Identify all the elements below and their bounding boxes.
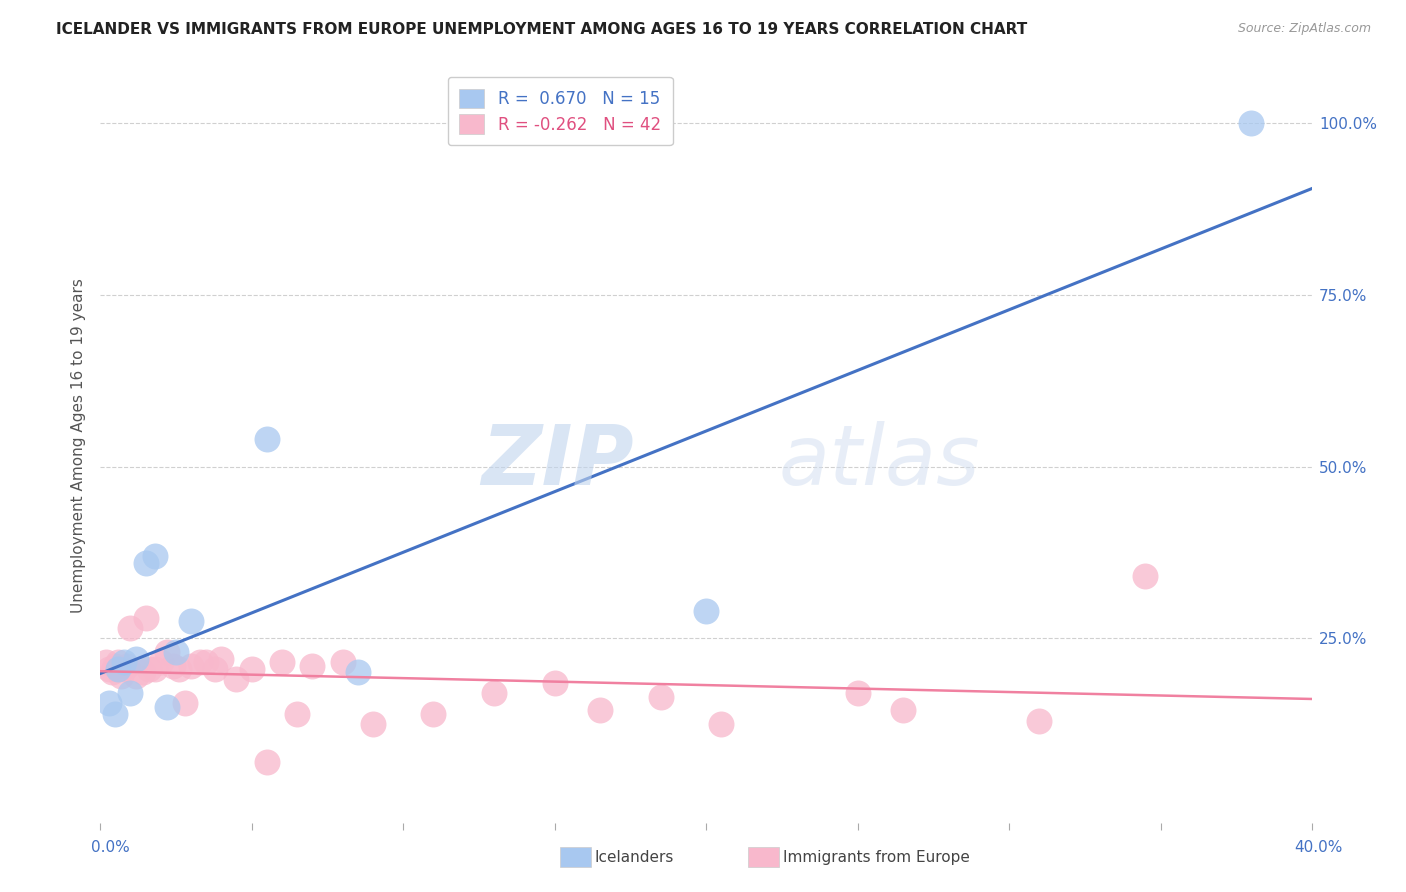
Point	[285, 706, 308, 721]
Point	[135, 610, 157, 624]
Point	[131, 665, 153, 680]
Point	[301, 658, 323, 673]
Text: Icelanders: Icelanders	[595, 850, 673, 864]
Point	[107, 662, 129, 676]
Point	[271, 655, 294, 669]
Point	[104, 658, 127, 673]
Legend: R =  0.670   N = 15, R = -0.262   N = 42: R = 0.670 N = 15, R = -0.262 N = 42	[447, 77, 672, 145]
Point	[135, 556, 157, 570]
Point	[256, 755, 278, 769]
Point	[1135, 569, 1157, 583]
Point	[96, 655, 118, 669]
Point	[225, 673, 247, 687]
Point	[125, 669, 148, 683]
Point	[120, 621, 142, 635]
Point	[112, 662, 135, 676]
Point	[98, 697, 121, 711]
Point	[482, 686, 505, 700]
Point	[107, 655, 129, 669]
Point	[156, 645, 179, 659]
Text: ICELANDER VS IMMIGRANTS FROM EUROPE UNEMPLOYMENT AMONG AGES 16 TO 19 YEARS CORRE: ICELANDER VS IMMIGRANTS FROM EUROPE UNEM…	[56, 22, 1028, 37]
Point	[188, 655, 211, 669]
Point	[143, 662, 166, 676]
Point	[589, 703, 612, 717]
Point	[650, 690, 672, 704]
Point	[174, 697, 197, 711]
Point	[180, 614, 202, 628]
Point	[710, 717, 733, 731]
Point	[165, 645, 187, 659]
Point	[1028, 714, 1050, 728]
Point	[167, 662, 190, 676]
Text: atlas: atlas	[779, 421, 980, 501]
Point	[101, 665, 124, 680]
Text: 40.0%: 40.0%	[1295, 840, 1343, 855]
Point	[346, 665, 368, 680]
Point	[149, 655, 172, 669]
Point	[120, 686, 142, 700]
Point	[695, 604, 717, 618]
Point	[162, 658, 184, 673]
Point	[256, 432, 278, 446]
Point	[543, 675, 565, 690]
Point	[98, 662, 121, 676]
Point	[125, 652, 148, 666]
Point	[361, 717, 384, 731]
Text: ZIP: ZIP	[481, 421, 633, 501]
Point	[104, 706, 127, 721]
Point	[112, 655, 135, 669]
Point	[180, 658, 202, 673]
Point	[422, 706, 444, 721]
Text: 0.0%: 0.0%	[91, 840, 131, 855]
Point	[195, 655, 218, 669]
Point	[117, 658, 139, 673]
Text: Immigrants from Europe: Immigrants from Europe	[783, 850, 970, 864]
Text: Source: ZipAtlas.com: Source: ZipAtlas.com	[1237, 22, 1371, 36]
Point	[110, 669, 132, 683]
Y-axis label: Unemployment Among Ages 16 to 19 years: Unemployment Among Ages 16 to 19 years	[72, 278, 86, 614]
Point	[156, 699, 179, 714]
Point	[204, 662, 226, 676]
Point	[143, 549, 166, 563]
Point	[209, 652, 232, 666]
Point	[332, 655, 354, 669]
Point	[138, 662, 160, 676]
Point	[846, 686, 869, 700]
Point	[1240, 116, 1263, 130]
Point	[240, 662, 263, 676]
Point	[891, 703, 914, 717]
